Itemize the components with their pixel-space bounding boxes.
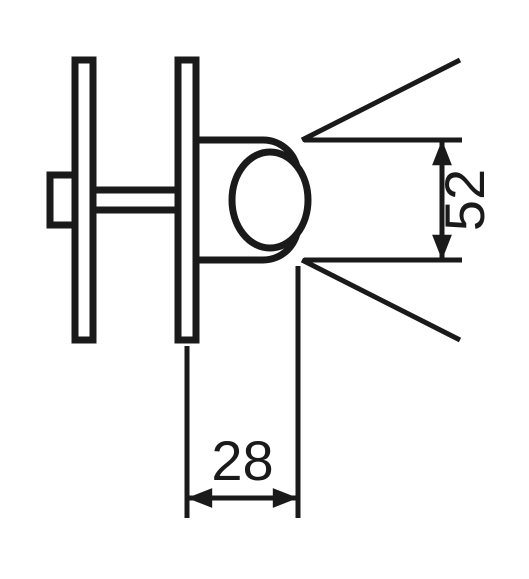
part-connector: [93, 190, 178, 210]
dim-width-arrow-left: [187, 488, 212, 508]
dim-height-arrow-bottom: [432, 235, 452, 260]
part-head-ellipse: [232, 152, 308, 248]
dim-width-label: 28: [211, 429, 273, 492]
dim-height-ext-bot: [302, 260, 460, 340]
dim-height-arrow-top: [432, 140, 452, 165]
part-left-stub: [50, 175, 75, 225]
dim-height-label: 52: [433, 169, 496, 231]
dim-height-ext-top: [302, 60, 460, 140]
dim-width-arrow-right: [273, 488, 298, 508]
